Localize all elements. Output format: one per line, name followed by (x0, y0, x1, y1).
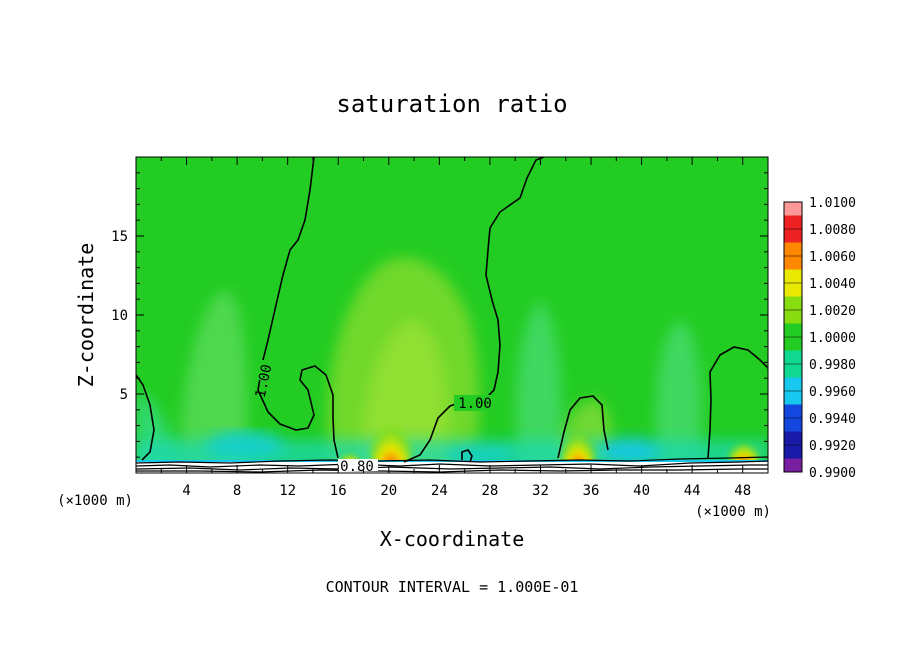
x-axis-label: X-coordinate (380, 527, 525, 551)
colorbar-tick-label: 1.0040 (809, 277, 856, 292)
contour-label: 1.00 (253, 363, 276, 399)
colorbar-segment (784, 391, 802, 405)
chart-title: saturation ratio (336, 90, 567, 118)
colorbar-tick-label: 1.0000 (809, 331, 856, 346)
colorbar-segment (784, 377, 802, 392)
colorbar: 0.9900 0.9920 0.9940 0.9960 0.9980 1.0000 1.00… (783, 196, 856, 481)
colorbar-segment (784, 269, 802, 284)
colorbar-tick-label: 1.0060 (809, 250, 856, 265)
x-unit-right: (×1000 m) (695, 504, 771, 520)
x-unit-left: (×1000 m) (57, 493, 133, 509)
colorbar-segment (784, 229, 802, 243)
colorbar-tick-label: 0.9980 (809, 358, 856, 373)
colorbar-segment (784, 310, 802, 324)
x-tick-label: 48 (734, 483, 751, 499)
colorbar-segment (784, 215, 802, 230)
x-tick-label: 12 (279, 483, 296, 499)
y-tick-label: 5 (120, 387, 128, 403)
colorbar-segment (784, 445, 802, 459)
contour-label: 0.80 (340, 459, 374, 475)
y-axis-label: Z-coordinate (74, 243, 98, 388)
colorbar-segment (784, 242, 802, 257)
x-tick-label: 8 (233, 483, 241, 499)
colorbar-segment (784, 202, 802, 216)
y-tick-label: 15 (111, 229, 128, 245)
colorbar-tick-label: 0.9900 (809, 466, 856, 481)
colorbar-tick-label: 1.0080 (809, 223, 856, 238)
colorbar-tick-label: 1.0020 (809, 304, 856, 319)
contour-lines (136, 157, 768, 463)
x-tick-label: 4 (182, 483, 190, 499)
colorbar-segment (784, 431, 802, 446)
colorbar-segment (784, 458, 802, 473)
x-tick-label: 36 (583, 483, 600, 499)
colorbar-segment (784, 350, 802, 365)
y-tick-label: 10 (111, 308, 128, 324)
colorbar-tick-label: 0.9940 (809, 412, 856, 427)
x-axis-ticks (160, 157, 744, 473)
colorbar-segment (784, 418, 802, 432)
y-axis-ticks (136, 172, 768, 458)
colorbar-segment (784, 283, 802, 297)
x-tick-label: 28 (481, 483, 498, 499)
colorbar-segment (784, 296, 802, 311)
x-tick-label: 16 (330, 483, 347, 499)
colorbar-tick-label: 1.0100 (809, 196, 856, 211)
colorbar-tick-label: 0.9920 (809, 439, 856, 454)
x-tick-label: 32 (532, 483, 549, 499)
x-tick-label: 20 (380, 483, 397, 499)
contour-interval-note: CONTOUR INTERVAL = 1.000E-01 (326, 578, 579, 596)
colorbar-tick-label: 0.9960 (809, 385, 856, 400)
x-tick-label: 44 (684, 483, 701, 499)
colorbar-segment (784, 364, 802, 378)
heatmap-field (136, 157, 768, 473)
colorbar-segment (784, 256, 802, 270)
contour-label: 1.00 (458, 396, 492, 412)
x-tick-label: 40 (633, 483, 650, 499)
colorbar-segment (784, 404, 802, 419)
x-tick-label: 24 (431, 483, 448, 499)
colorbar-segment (784, 323, 802, 338)
colorbar-segment (784, 337, 802, 351)
